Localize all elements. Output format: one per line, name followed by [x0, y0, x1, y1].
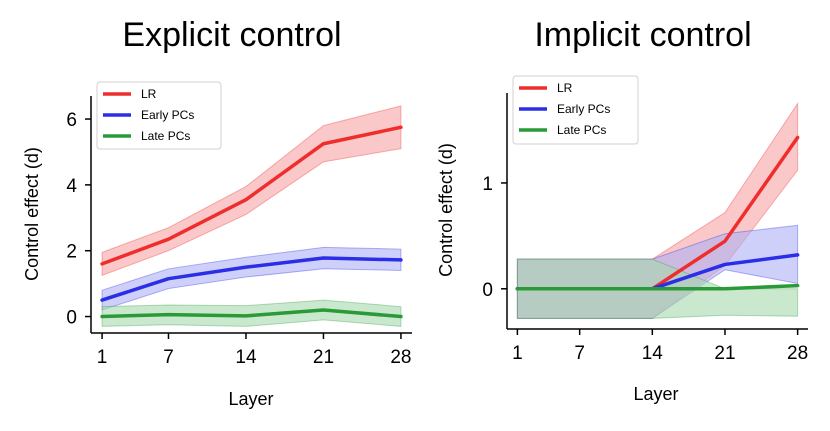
line-early-pcs [100, 256, 403, 302]
x-axis-label: Layer [228, 389, 273, 409]
x-tick-label: 21 [313, 347, 334, 368]
x-tick-label: 28 [787, 343, 808, 364]
line-lr [100, 125, 403, 266]
legend-box [96, 81, 222, 150]
y-tick-label: 0 [66, 308, 77, 329]
implicit-control-panel: Implicit control Layer Control effect (d… [436, 16, 808, 404]
chart-title: Explicit control [122, 16, 341, 54]
explicit-control-panel: Explicit control Layer Control effect (d… [22, 16, 412, 409]
legend-box [512, 75, 639, 145]
x-axis-label: Layer [633, 384, 678, 404]
x-tick-label: 14 [642, 343, 664, 364]
line-late-pcs [100, 308, 403, 319]
x-tick-label: 1 [512, 343, 523, 364]
x-tick-label: 7 [163, 347, 174, 368]
chart-title: Implicit control [534, 16, 751, 54]
y-tick-label: 2 [66, 242, 77, 263]
legend: LR Early PCs Late PCs [512, 75, 639, 145]
series-lines [515, 135, 800, 291]
legend-label: Early PCs [141, 108, 194, 122]
legend-label: Late PCs [557, 123, 606, 137]
y-tick-label: 0 [482, 280, 493, 301]
legend-label: LR [557, 81, 573, 95]
y-tick-label: 4 [66, 176, 77, 197]
legend-label: Late PCs [141, 129, 190, 143]
band-late-pcs [101, 299, 402, 327]
legend-label: LR [141, 87, 157, 101]
x-tick-label: 7 [574, 343, 585, 364]
band-early-pcs [101, 246, 402, 311]
legend-label: Early PCs [557, 102, 610, 116]
line-late-pcs [515, 283, 800, 291]
x-tick-label: 1 [97, 347, 108, 368]
x-tick-label: 14 [235, 347, 257, 368]
y-axis-label: Control effect (d) [22, 147, 42, 281]
y-axis-label: Control effect (d) [436, 143, 456, 277]
x-tick-label: 21 [714, 343, 735, 364]
legend: LR Early PCs Late PCs [96, 81, 222, 150]
y-tick-label: 1 [482, 174, 493, 195]
x-tick-label: 28 [390, 347, 411, 368]
series-lines [100, 125, 403, 319]
y-tick-label: 6 [66, 110, 77, 131]
